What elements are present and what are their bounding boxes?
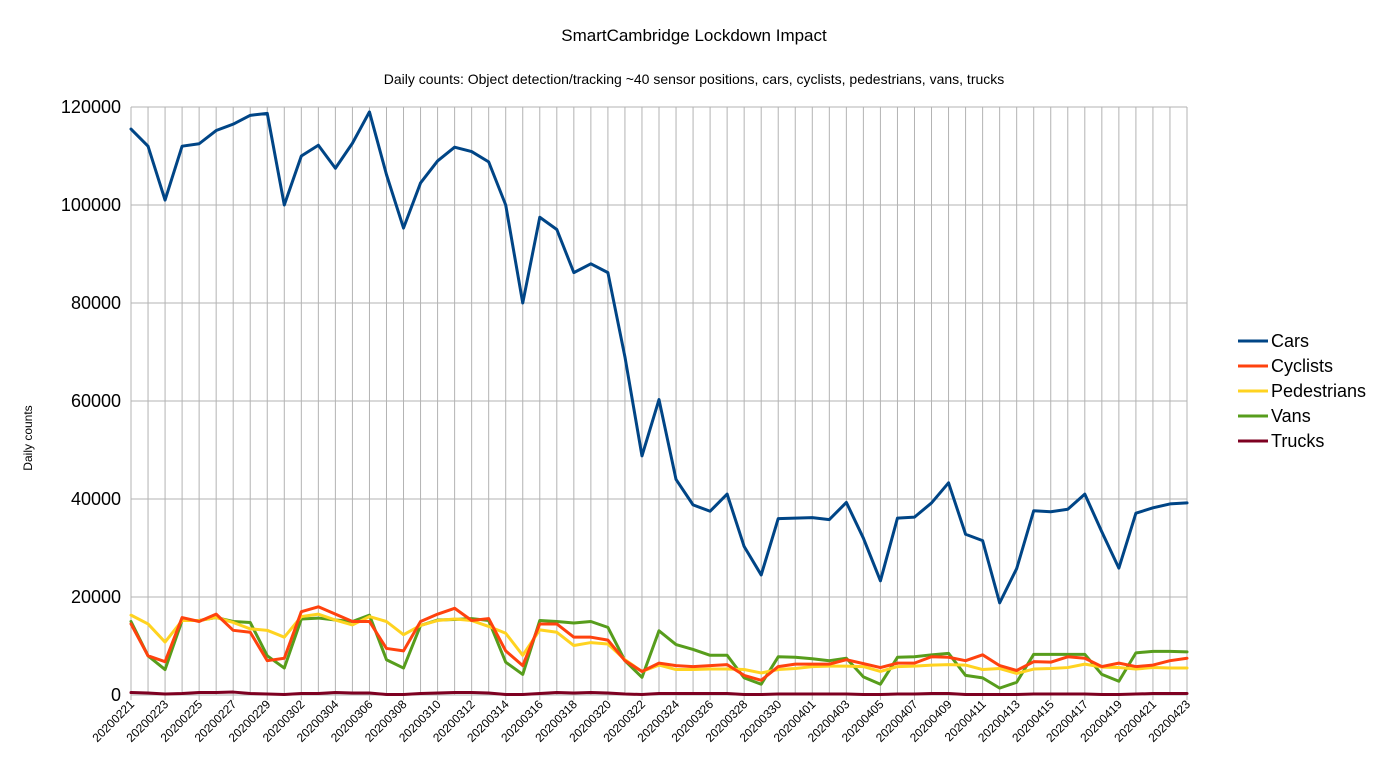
y-tick-label: 40000	[71, 489, 121, 509]
chart-title: SmartCambridge Lockdown Impact	[561, 26, 827, 45]
y-tick-label: 60000	[71, 391, 121, 411]
legend-label-cyclists: Cyclists	[1271, 356, 1333, 376]
series-line-trucks	[129, 690, 1189, 697]
legend-label-pedestrians: Pedestrians	[1271, 381, 1366, 401]
grid	[130, 106, 1188, 696]
series-line-pedestrians	[129, 612, 1189, 675]
y-tick-label: 80000	[71, 293, 121, 313]
legend-label-vans: Vans	[1271, 406, 1311, 426]
y-tick-label: 20000	[71, 587, 121, 607]
y-tick-label: 100000	[61, 195, 121, 215]
y-axis-label: Daily counts	[21, 405, 35, 470]
series-line-vans	[129, 613, 1189, 690]
axes: 0200004000060000800001000001200002020022…	[61, 97, 1193, 745]
y-tick-label: 120000	[61, 97, 121, 117]
legend-label-trucks: Trucks	[1271, 431, 1324, 451]
legend: Cars Cyclists Pedestrians Vans Trucks	[1238, 331, 1366, 451]
series-line-cyclists	[129, 605, 1189, 682]
series	[129, 110, 1189, 697]
y-tick-label: 0	[111, 685, 121, 705]
series-line-cars	[129, 110, 1189, 605]
chart-subtitle: Daily counts: Object detection/tracking …	[384, 71, 1005, 87]
legend-label-cars: Cars	[1271, 331, 1309, 351]
